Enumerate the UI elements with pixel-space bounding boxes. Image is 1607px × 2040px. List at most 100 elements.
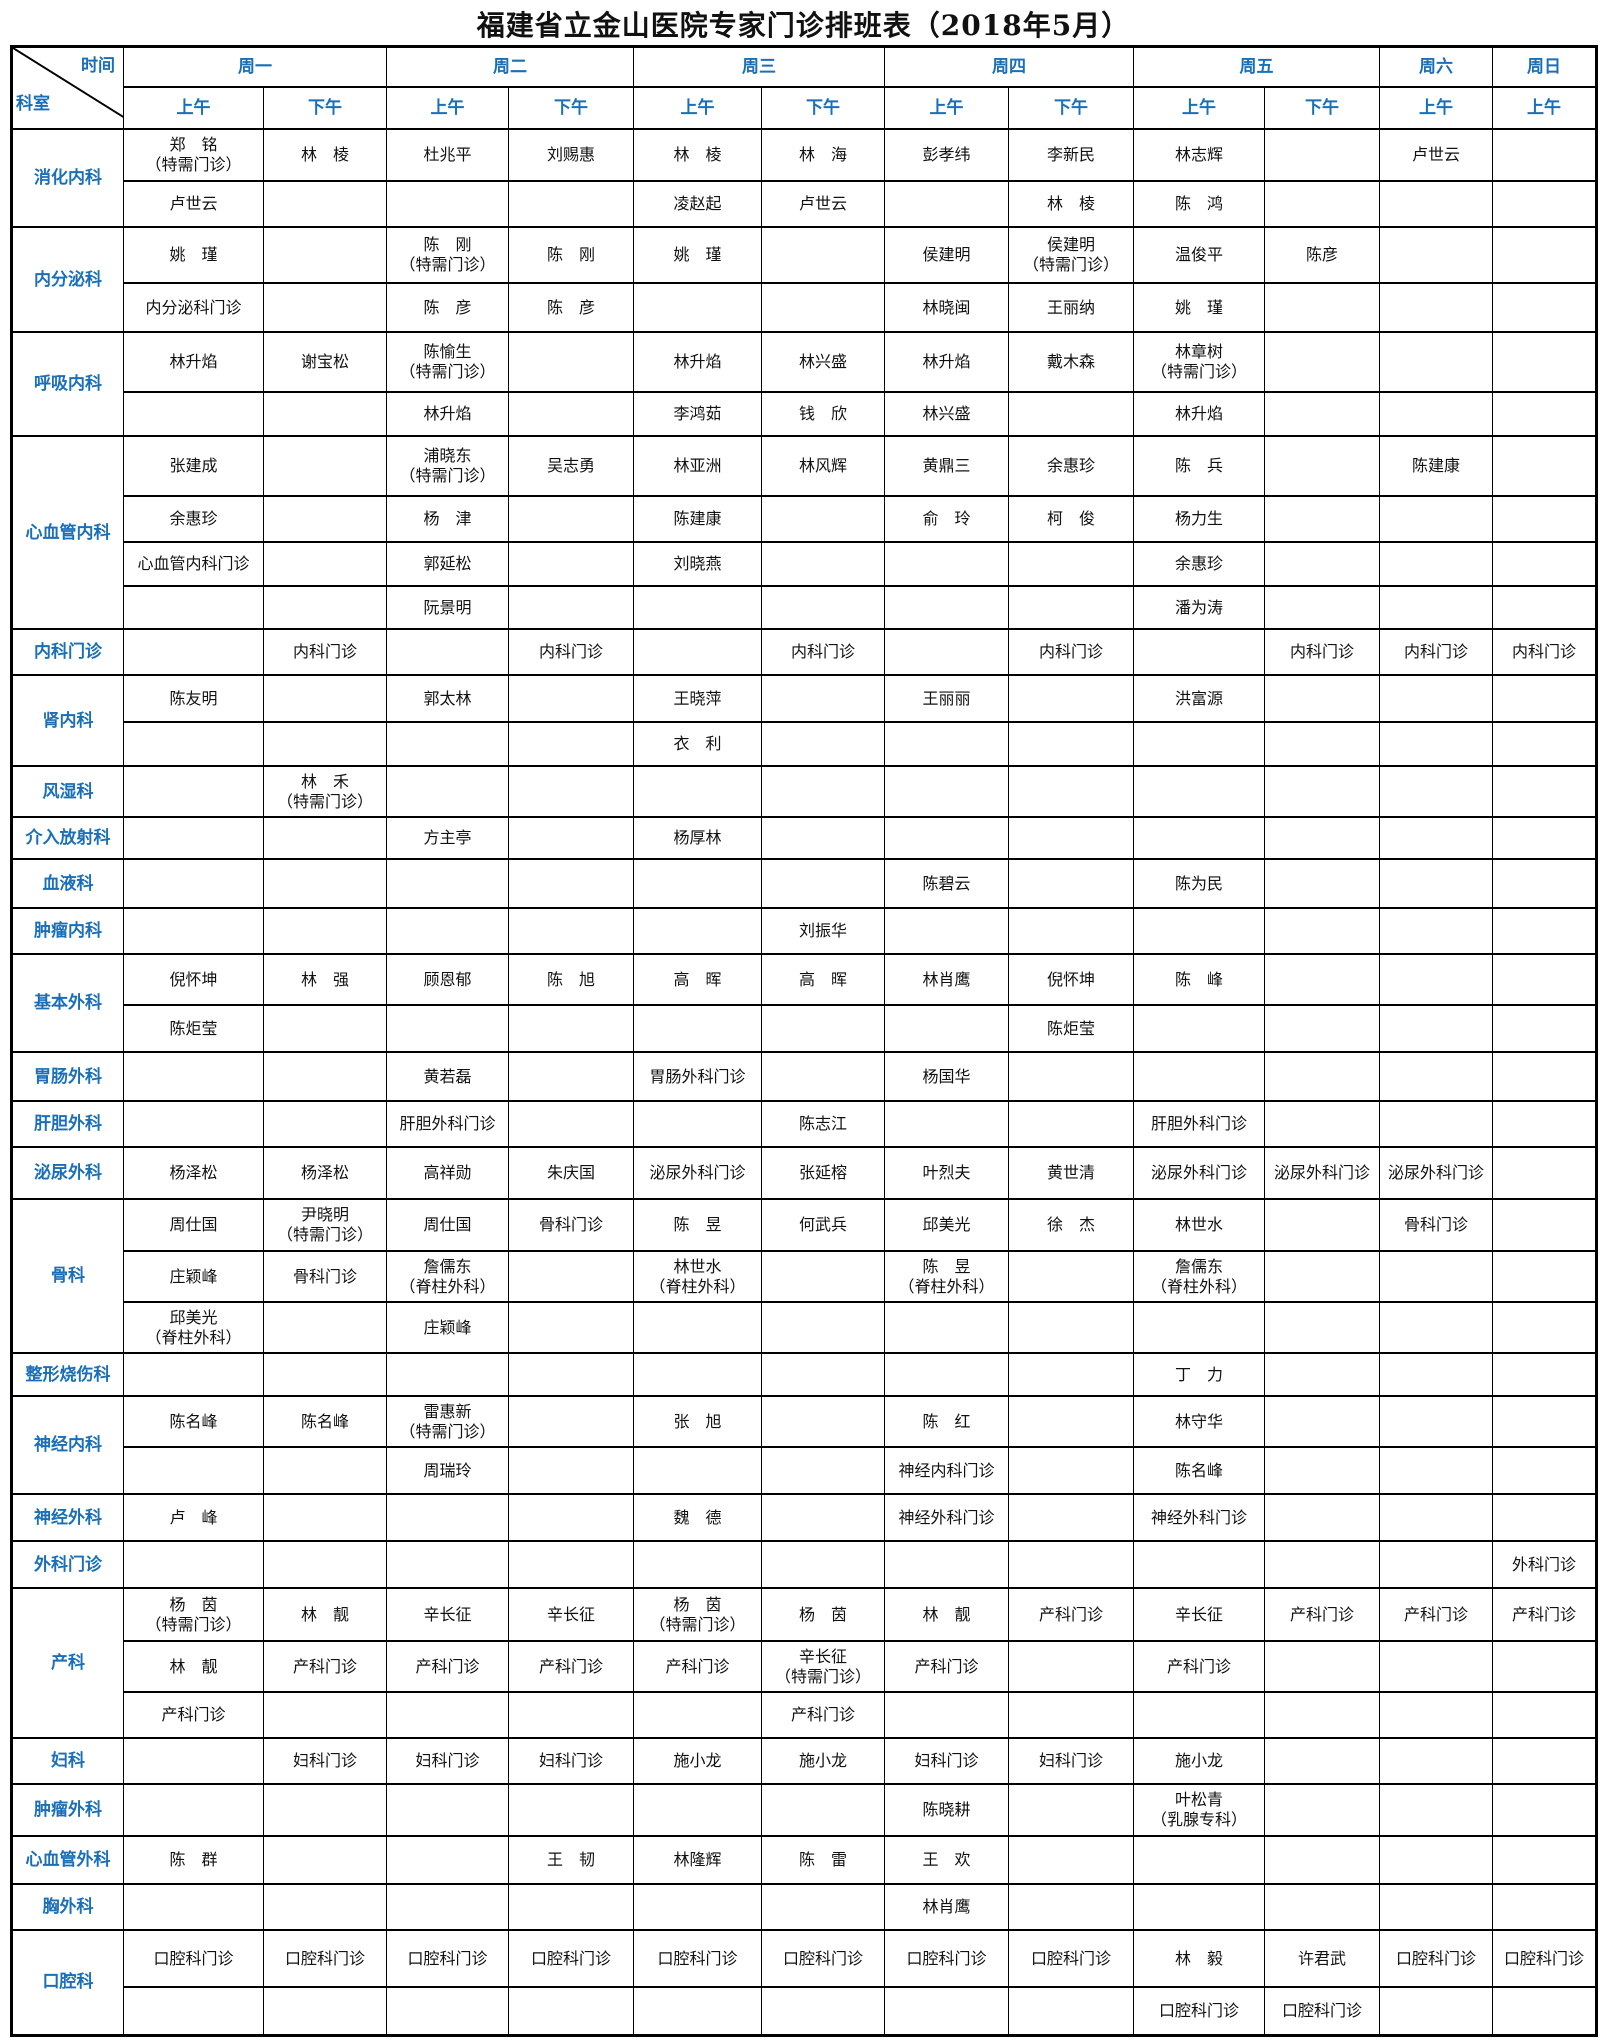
schedule-cell [1264,674,1380,723]
schedule-cell: 骨科门诊 [508,1198,634,1252]
schedule-cell [1008,1783,1134,1837]
schedule-cell: 林亚洲 [633,435,762,497]
schedule-cell: 胃肠外科门诊 [633,1051,762,1102]
schedule-cell: 柯 俊 [1008,495,1134,543]
department-name: 消化内科 [11,128,124,228]
schedule-cell: 杜兆平 [386,128,509,182]
department-name: 风湿科 [11,765,124,818]
schedule-cell [1264,1640,1380,1693]
schedule-cell [884,765,1009,818]
schedule-cell: 林志辉 [1133,128,1265,182]
schedule-cell [1379,180,1493,228]
schedule-table: 时间 科室 周一 周二 周三 周四 周五 周六 周日 上午 下午 上午 下午 上午 下午 上午 下午 上午下… [10,45,1598,2037]
department-name: 血液科 [11,858,124,909]
schedule-cell [1133,1540,1265,1589]
schedule-cell [508,1051,634,1102]
table-row: 林升焰 李鸿茹钱 欣林兴盛 林升焰 [12,391,1597,437]
schedule-cell [123,1352,264,1397]
schedule-cell: 林 毅 [1133,1929,1265,1988]
schedule-cell [1492,1395,1597,1448]
schedule-cell: 口腔科门诊 [123,1929,264,1988]
schedule-cell [884,541,1009,587]
schedule-cell: 杨 茵 [761,1587,885,1642]
schedule-cell [508,1352,634,1397]
schedule-cell [1008,391,1134,437]
schedule-cell: 吴志勇 [508,435,634,497]
schedule-cell [263,1446,387,1495]
schedule-cell: 林 靓 [884,1587,1009,1642]
schedule-cell: 林隆辉 [633,1835,762,1885]
schedule-cell [1492,1783,1597,1837]
schedule-cell [263,541,387,587]
schedule-cell [508,1986,634,2036]
schedule-cell: 刘振华 [761,907,885,955]
schedule-cell [1379,1783,1493,1837]
schedule-cell [1379,674,1493,723]
schedule-cell [761,765,885,818]
schedule-cell [1264,128,1380,182]
schedule-cell [761,1004,885,1053]
schedule-cell: 林 棱 [263,128,387,182]
schedule-cell [633,585,762,630]
schedule-cell [1492,331,1597,393]
schedule-cell: 倪怀坤 [1008,953,1134,1006]
table-row: 庄颖峰 骨科门诊 詹儒东 （脊柱外科） 林世水 （脊柱外科）陈 昱 （脊柱外科） 詹儒东… [12,1250,1597,1303]
schedule-cell: 张 旭 [633,1395,762,1448]
schedule-cell: 刘赐惠 [508,128,634,182]
schedule-cell [1008,541,1134,587]
schedule-cell [1379,585,1493,630]
schedule-cell [761,1250,885,1303]
schedule-cell [1492,1146,1597,1200]
schedule-cell: 口腔科门诊 [1492,1929,1597,1988]
table-row: 周瑞玲 神经内科门诊 陈名峰 [12,1446,1597,1495]
table-row: 林 靓产科门诊 产科门诊 产科门诊 产科门诊 辛长征 （特需门诊） 产科门诊 产科门诊 [12,1640,1597,1693]
department-label: 科室 [16,94,50,114]
schedule-cell [508,1783,634,1837]
table-row: 神经外科卢 峰 魏 德 神经外科门诊 神经外科门诊 [11,1493,1597,1542]
schedule-cell: 詹儒东 （脊柱外科） [386,1250,509,1303]
schedule-cell [386,1835,509,1885]
slot-header: 下午 [761,86,885,130]
schedule-cell [123,1883,264,1931]
corner-header-cell: 时间 科室 [11,45,124,130]
schedule-cell [1492,1737,1597,1785]
schedule-cell [633,1301,762,1354]
schedule-cell [1008,1493,1134,1542]
schedule-cell [1492,1250,1597,1303]
schedule-cell: 陈彦 [1264,226,1380,284]
department-name: 肝胆外科 [11,1100,124,1148]
schedule-cell: 口腔科门诊 [1008,1929,1134,1988]
day-header: 周六 [1379,45,1493,89]
schedule-cell: 陈建康 [633,495,762,543]
table-row: 内分泌科门诊 陈 彦陈 彦 林晓闽 王丽纳姚 瑾 [12,282,1597,333]
schedule-cell: 陈 昱 [633,1198,762,1252]
schedule-cell: 姚 瑾 [123,226,264,284]
schedule-cell [1492,128,1597,182]
schedule-cell [1379,953,1493,1006]
schedule-cell [1379,1004,1493,1053]
schedule-cell: 姚 瑾 [1133,282,1265,333]
schedule-cell [761,585,885,630]
schedule-cell [1264,858,1380,909]
schedule-cell: 产科门诊 [1379,1587,1493,1642]
schedule-cell: 外科门诊 [1492,1540,1597,1589]
schedule-cell: 倪怀坤 [123,953,264,1006]
schedule-cell [123,1737,264,1785]
table-row: 基本外科 倪怀坤林 强顾恩郁陈 旭高 晖高 晖林肖鹰 倪怀坤陈 峰 [11,953,1597,1053]
schedule-cell [884,1540,1009,1589]
schedule-cell: 王 欢 [884,1835,1009,1885]
schedule-cell [263,1493,387,1542]
schedule-cell: 心血管内科门诊 [123,541,264,587]
schedule-cell [1008,1640,1134,1693]
schedule-cell [1264,282,1380,333]
schedule-cell [1264,1301,1380,1354]
schedule-cell: 林风辉 [761,435,885,497]
schedule-cell [1492,1051,1597,1102]
schedule-cell [508,1493,634,1542]
schedule-cell [884,907,1009,955]
schedule-cell [884,1352,1009,1397]
time-label: 时间 [81,56,115,76]
schedule-cell [1008,1301,1134,1354]
table-row: 口腔科 口腔科门诊 口腔科门诊 口腔科门诊 口腔科门诊 口腔科门诊 口腔科门诊 口腔科门诊 口腔… [11,1929,1597,2036]
schedule-cell [123,628,264,676]
